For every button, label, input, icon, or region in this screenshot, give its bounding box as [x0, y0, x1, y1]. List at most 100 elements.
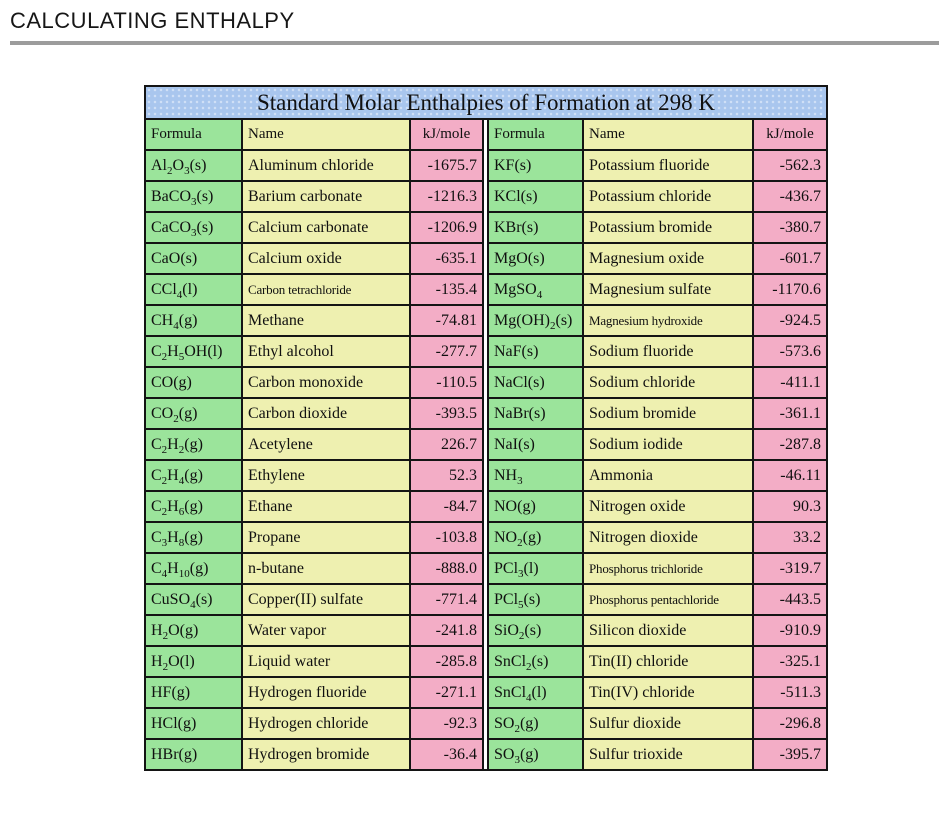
- table-row: HF(g) Hydrogen fluoride -271.1: [146, 676, 484, 709]
- name-cell: Calcium carbonate: [241, 211, 411, 244]
- formula-cell: CaO(s): [146, 242, 243, 275]
- name-cell: Silicon dioxide: [582, 614, 754, 647]
- value-cell: -573.6: [752, 335, 826, 368]
- table-row: C4H10(g) n-butane -888.0: [146, 552, 484, 585]
- formula-cell: SO3(g): [487, 738, 584, 769]
- value-cell: -380.7: [752, 211, 826, 244]
- name-cell: Magnesium hydroxide: [582, 304, 754, 337]
- table-row: KF(s) Potassium fluoride -562.3: [487, 149, 826, 182]
- formula-cell: H2O(l): [146, 645, 243, 678]
- name-cell: Hydrogen fluoride: [241, 676, 411, 709]
- value-cell: 226.7: [409, 428, 484, 461]
- table-row: SnCl4(l) Tin(IV) chloride -511.3: [487, 676, 826, 709]
- value-cell: -361.1: [752, 397, 826, 430]
- formula-cell: H2O(g): [146, 614, 243, 647]
- formula-cell: CH4(g): [146, 304, 243, 337]
- value-cell: 52.3: [409, 459, 484, 492]
- value-cell: -135.4: [409, 273, 484, 306]
- column-header-kjmole: kJ/mole: [409, 120, 484, 151]
- value-cell: -1170.6: [752, 273, 826, 306]
- name-cell: Methane: [241, 304, 411, 337]
- name-cell: Potassium fluoride: [582, 149, 754, 182]
- value-cell: -1675.7: [409, 149, 484, 182]
- name-cell: Sodium bromide: [582, 397, 754, 430]
- table-row: SO3(g) Sulfur trioxide -395.7: [487, 738, 826, 769]
- value-cell: -241.8: [409, 614, 484, 647]
- formula-cell: NO(g): [487, 490, 584, 523]
- heading-divider: [10, 41, 939, 45]
- table-row: NaI(s) Sodium iodide -287.8: [487, 428, 826, 461]
- formula-cell: SiO2(s): [487, 614, 584, 647]
- name-cell: Magnesium sulfate: [582, 273, 754, 306]
- table-row: HCl(g) Hydrogen chloride -92.3: [146, 707, 484, 740]
- value-cell: -92.3: [409, 707, 484, 740]
- table-row: C2H2(g) Acetylene 226.7: [146, 428, 484, 461]
- name-cell: Tin(II) chloride: [582, 645, 754, 678]
- table-row: SnCl2(s) Tin(II) chloride -325.1: [487, 645, 826, 678]
- formula-cell: CuSO4(s): [146, 583, 243, 616]
- formula-cell: NH3: [487, 459, 584, 492]
- table-row: C2H4(g) Ethylene 52.3: [146, 459, 484, 492]
- table-row: C2H5OH(l) Ethyl alcohol -277.7: [146, 335, 484, 368]
- table-row: CaCO3(s) Calcium carbonate -1206.9: [146, 211, 484, 244]
- formula-cell: Mg(OH)2(s): [487, 304, 584, 337]
- formula-cell: C2H4(g): [146, 459, 243, 492]
- value-cell: -635.1: [409, 242, 484, 275]
- value-cell: -325.1: [752, 645, 826, 678]
- value-cell: -36.4: [409, 738, 484, 769]
- table-row: CO(g) Carbon monoxide -110.5: [146, 366, 484, 399]
- table-row: MgSO4 Magnesium sulfate -1170.6: [487, 273, 826, 306]
- column-header-formula: Formula: [487, 120, 584, 151]
- table-row: MgO(s) Magnesium oxide -601.7: [487, 242, 826, 275]
- table-title: Standard Molar Enthalpies of Formation a…: [146, 87, 826, 120]
- value-cell: -436.7: [752, 180, 826, 213]
- formula-cell: HCl(g): [146, 707, 243, 740]
- formula-cell: NO2(g): [487, 521, 584, 554]
- table-row: CuSO4(s) Copper(II) sulfate -771.4: [146, 583, 484, 616]
- value-cell: -511.3: [752, 676, 826, 709]
- name-cell: Phosphorus trichloride: [582, 552, 754, 585]
- formula-cell: BaCO3(s): [146, 180, 243, 213]
- value-cell: -285.8: [409, 645, 484, 678]
- name-cell: Carbon tetrachloride: [241, 273, 411, 306]
- formula-cell: C4H10(g): [146, 552, 243, 585]
- value-cell: -395.7: [752, 738, 826, 769]
- formula-cell: KF(s): [487, 149, 584, 182]
- value-cell: -910.9: [752, 614, 826, 647]
- name-cell: Aluminum chloride: [241, 149, 411, 182]
- table-row: SO2(g) Sulfur dioxide -296.8: [487, 707, 826, 740]
- page-title: CALCULATING ENTHALPY: [10, 8, 295, 33]
- value-cell: -1216.3: [409, 180, 484, 213]
- name-cell: Carbon monoxide: [241, 366, 411, 399]
- table-gap: [484, 120, 487, 769]
- value-cell: -443.5: [752, 583, 826, 616]
- value-cell: -103.8: [409, 521, 484, 554]
- value-cell: 33.2: [752, 521, 826, 554]
- table-row: CO2(g) Carbon dioxide -393.5: [146, 397, 484, 430]
- enthalpy-table: Standard Molar Enthalpies of Formation a…: [144, 85, 828, 771]
- formula-cell: NaI(s): [487, 428, 584, 461]
- name-cell: Sodium fluoride: [582, 335, 754, 368]
- name-cell: Sodium chloride: [582, 366, 754, 399]
- name-cell: n-butane: [241, 552, 411, 585]
- table-row: NaF(s) Sodium fluoride -573.6: [487, 335, 826, 368]
- name-cell: Tin(IV) chloride: [582, 676, 754, 709]
- value-cell: -888.0: [409, 552, 484, 585]
- name-cell: Magnesium oxide: [582, 242, 754, 275]
- column-header-name: Name: [582, 120, 754, 151]
- column-header-name: Name: [241, 120, 411, 151]
- formula-cell: NaF(s): [487, 335, 584, 368]
- value-cell: -46.11: [752, 459, 826, 492]
- name-cell: Ethyl alcohol: [241, 335, 411, 368]
- table-row: Al2O3(s) Aluminum chloride -1675.7: [146, 149, 484, 182]
- name-cell: Water vapor: [241, 614, 411, 647]
- table-row: C2H6(g) Ethane -84.7: [146, 490, 484, 523]
- formula-cell: KCl(s): [487, 180, 584, 213]
- name-cell: Sulfur dioxide: [582, 707, 754, 740]
- table-row: BaCO3(s) Barium carbonate -1216.3: [146, 180, 484, 213]
- formula-cell: CCl4(l): [146, 273, 243, 306]
- formula-cell: HBr(g): [146, 738, 243, 769]
- header-row: Formula Name kJ/mole: [146, 120, 484, 151]
- table-row: CaO(s) Calcium oxide -635.1: [146, 242, 484, 275]
- value-cell: -74.81: [409, 304, 484, 337]
